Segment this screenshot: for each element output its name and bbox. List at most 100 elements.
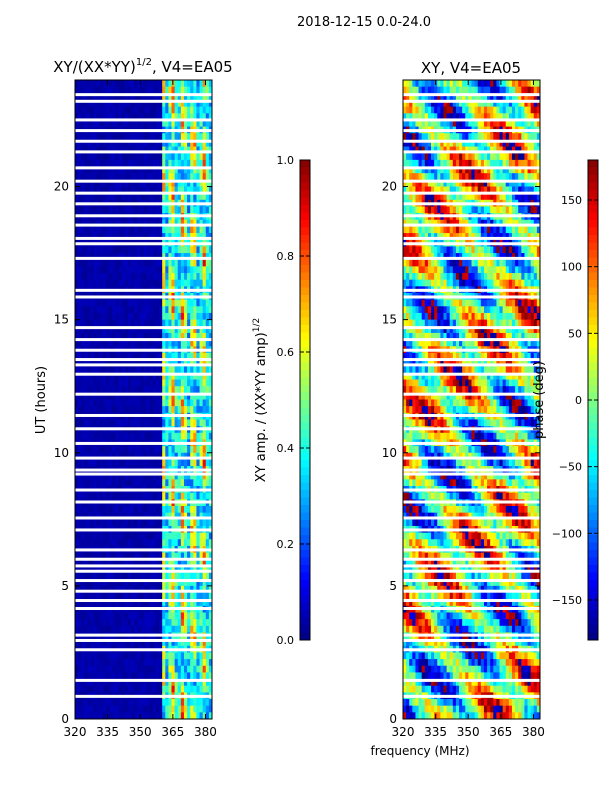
heatmap-cell — [84, 532, 88, 540]
heatmap-cell — [90, 665, 95, 673]
heatmap-cell — [171, 392, 176, 400]
heatmap-cell — [162, 339, 166, 347]
heatmap-cell — [112, 685, 116, 693]
heatmap-cell — [112, 119, 116, 127]
heatmap-cell — [96, 452, 101, 460]
heatmap-cell — [159, 512, 163, 520]
heatmap-cell — [205, 339, 210, 347]
heatmap-cell — [162, 406, 166, 414]
heatmap-cell — [118, 159, 123, 167]
heatmap-cell — [511, 133, 516, 141]
heatmap-cell — [183, 519, 188, 527]
heatmap-cell — [177, 133, 182, 141]
heatmap-cell — [93, 246, 98, 254]
heatmap-cell — [511, 119, 516, 127]
heatmap-cell — [118, 652, 123, 660]
heatmap-cell — [202, 592, 207, 600]
heatmap-cell — [87, 146, 91, 154]
colorbar-segment — [300, 212, 310, 221]
colorbar-segment — [300, 602, 310, 611]
heatmap-cell — [199, 332, 204, 340]
heatmap-cell — [78, 579, 82, 587]
heatmap-cell — [103, 179, 107, 187]
heatmap-cell — [190, 619, 194, 627]
heatmap-cell — [115, 659, 119, 667]
heatmap-cell — [177, 273, 182, 281]
heatmap-cell — [90, 506, 95, 514]
heatmap-cell — [165, 253, 169, 261]
heatmap-cell — [140, 179, 144, 187]
heatmap-cell — [134, 565, 138, 573]
heatmap-cell — [177, 705, 182, 713]
heatmap-cell — [190, 153, 194, 161]
heatmap-cell — [121, 585, 126, 593]
heatmap-cell — [165, 372, 169, 380]
heatmap-cell — [205, 472, 210, 480]
heatmap-cell — [121, 159, 126, 167]
heatmap-cell — [155, 585, 160, 593]
heatmap-cell — [121, 625, 126, 633]
heatmap-cell — [134, 312, 138, 321]
heatmap-cell — [134, 492, 138, 500]
heatmap-cell — [193, 186, 197, 194]
heatmap-cell — [440, 80, 444, 88]
heatmap-cell — [143, 572, 148, 580]
heatmap-cell — [134, 452, 138, 460]
heatmap-cell — [162, 652, 166, 660]
heatmap-cell — [196, 352, 200, 360]
heatmap-cell — [78, 506, 82, 514]
heatmap-cell — [162, 572, 166, 580]
heatmap-cell — [137, 685, 141, 693]
heatmap-cell — [199, 379, 204, 387]
heatmap-cell — [106, 319, 110, 327]
heatmap-cell — [137, 565, 141, 573]
heatmap-cell — [208, 639, 213, 647]
heatmap-cell — [168, 619, 172, 627]
heatmap-cell — [180, 366, 185, 374]
heatmap-cell — [421, 80, 426, 88]
heatmap-cell — [99, 306, 104, 314]
heatmap-cell — [180, 452, 185, 460]
heatmap-cell — [124, 119, 129, 127]
heatmap-cell — [199, 665, 204, 673]
heatmap-cell — [177, 259, 182, 267]
heatmap-cell — [127, 625, 132, 633]
heatmap-cell — [115, 392, 119, 400]
heatmap-cell — [96, 599, 101, 607]
heatmap-cell — [196, 472, 200, 480]
heatmap-cell — [431, 93, 435, 101]
heatmap-cell — [180, 139, 185, 147]
flagged-time-row — [75, 569, 212, 573]
heatmap-cell — [124, 206, 129, 214]
heatmap-cell — [152, 406, 157, 414]
heatmap-cell — [146, 266, 151, 274]
heatmap-cell — [127, 106, 132, 114]
heatmap-cell — [452, 99, 457, 108]
heatmap-cell — [202, 612, 207, 620]
heatmap-cell — [437, 80, 441, 88]
heatmap-cell — [149, 492, 154, 500]
heatmap-cell — [124, 699, 129, 707]
heatmap-cell — [146, 379, 151, 387]
heatmap-cell — [140, 273, 144, 281]
heatmap-cell — [171, 319, 176, 327]
heatmap-cell — [193, 572, 197, 580]
heatmap-cell — [99, 379, 104, 387]
heatmap-cell — [90, 86, 95, 94]
heatmap-cell — [118, 319, 123, 327]
heatmap-cell — [131, 273, 135, 281]
heatmap-cell — [109, 599, 113, 607]
heatmap-cell — [174, 699, 179, 707]
heatmap-cell — [427, 86, 432, 94]
heatmap-cell — [193, 253, 197, 261]
heatmap-cell — [118, 206, 123, 214]
heatmap-cell — [202, 326, 207, 334]
heatmap-cell — [196, 386, 200, 394]
heatmap-cell — [208, 479, 213, 487]
heatmap-cell — [155, 372, 160, 380]
heatmap-cell — [90, 226, 95, 234]
heatmap-cell — [174, 86, 179, 94]
heatmap-cell — [106, 639, 110, 647]
heatmap-cell — [174, 206, 179, 214]
heatmap-cell — [99, 406, 104, 414]
